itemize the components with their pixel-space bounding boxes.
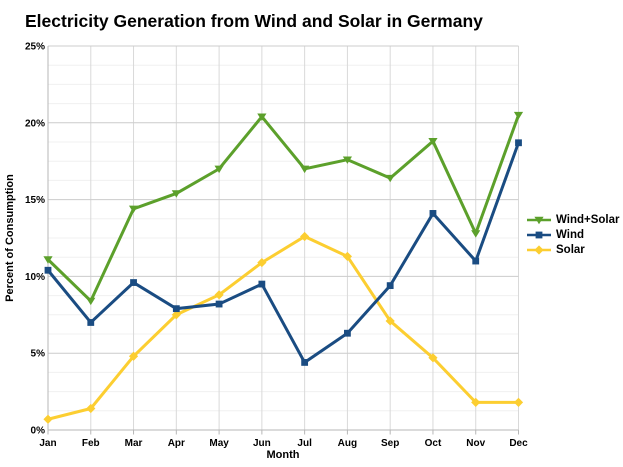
y-tick-label: 15%: [25, 195, 45, 206]
x-tick-label: Jan: [39, 438, 56, 449]
data-point-solar: [86, 403, 96, 414]
data-point-solar: [300, 231, 310, 242]
data-point-wind: [172, 305, 180, 313]
x-tick-label: Oct: [425, 438, 442, 449]
data-point-wind-solar: [342, 156, 353, 164]
plot-area: 0% 5% 10% 15% 20% 25% Jan Feb Mar Apr May Jun Jul Aug…: [25, 42, 528, 450]
data-point-wind: [344, 329, 351, 337]
data-point-wind-solar: [428, 138, 438, 146]
data-point-wind-solar: [257, 113, 267, 121]
data-point-wind-solar: [43, 256, 53, 264]
data-point-solar: [171, 310, 181, 320]
series-wind-solar: [43, 111, 524, 306]
data-point-solar: [428, 353, 438, 363]
x-tick-label: Jun: [253, 438, 271, 449]
data-point-solar: [257, 257, 267, 268]
x-tick-label: Sep: [381, 438, 399, 449]
legend-item-wind: Wind: [527, 227, 619, 242]
legend-item-solar: Solar: [527, 242, 619, 257]
x-tick-label: Mar: [125, 438, 143, 449]
data-point-wind-solar: [128, 205, 139, 214]
data-point-wind-solar: [513, 111, 524, 120]
y-axis-title: Percent of Consumption: [4, 174, 16, 302]
data-point-wind-solar: [171, 190, 181, 198]
data-point-wind: [130, 279, 137, 286]
legend-square-icon: [527, 231, 551, 238]
x-tick-label: May: [209, 438, 229, 449]
x-tick-label: Nov: [466, 438, 485, 449]
data-point-solar: [471, 397, 481, 407]
x-tick-label: Dec: [509, 438, 528, 449]
legend-marker-wind: [535, 231, 543, 238]
data-point-wind-solar: [300, 165, 310, 174]
data-point-solar: [43, 414, 53, 424]
data-point-wind-solar: [86, 297, 96, 306]
legend: Wind+Solar Wind Solar: [527, 212, 619, 257]
data-point-wind: [515, 139, 522, 147]
data-point-wind: [215, 300, 223, 308]
y-tick-label: 20%: [25, 118, 45, 129]
data-point-wind: [301, 359, 309, 366]
y-tick-label: 10%: [25, 272, 45, 283]
data-point-solar: [513, 397, 524, 407]
legend-triangle-down-icon: [527, 216, 551, 224]
series-line-wind-solar: [46, 114, 520, 304]
x-tick-label: Feb: [82, 438, 100, 449]
data-point-wind: [44, 266, 52, 274]
legend-label: Wind: [556, 228, 584, 241]
data-point-wind: [429, 210, 437, 217]
legend-label: Wind+Solar: [556, 213, 620, 226]
chart-title: Electricity Generation from Wind and Sol…: [25, 11, 483, 31]
data-point-solar: [128, 351, 139, 361]
data-point-wind: [258, 280, 266, 288]
legend-item-wind-solar: Wind+Solar: [527, 212, 619, 227]
x-tick-label: Apr: [168, 438, 185, 449]
data-point-solar: [214, 290, 224, 300]
y-tick-label: 5%: [31, 349, 46, 360]
data-point-wind-solar: [214, 165, 224, 174]
data-point-solar: [385, 316, 395, 326]
data-point-wind-solar: [471, 230, 481, 238]
legend-label: Solar: [556, 243, 585, 256]
data-point-wind: [386, 282, 394, 290]
series-line-wind: [46, 142, 520, 365]
legend-marker-solar: [534, 244, 544, 255]
data-point-wind: [87, 319, 95, 326]
data-point-solar: [342, 251, 353, 262]
data-point-wind: [472, 257, 480, 265]
y-tick-label: 0%: [31, 426, 46, 437]
y-tick-label: 25%: [25, 42, 45, 53]
legend-marker-wind-solar: [534, 216, 544, 224]
data-point-wind-solar: [385, 174, 395, 183]
x-axis-title: Month: [267, 449, 300, 461]
legend-diamond-icon: [527, 244, 551, 255]
series-solar: [43, 231, 524, 424]
x-tick-label: Jul: [297, 438, 312, 449]
series-line-solar: [47, 234, 519, 421]
series-wind: [44, 139, 522, 366]
x-tick-label: Aug: [338, 438, 357, 449]
